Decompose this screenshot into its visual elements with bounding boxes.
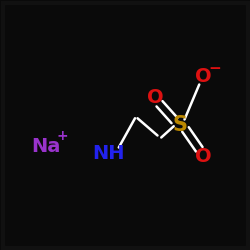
Text: O: O xyxy=(196,147,212,166)
Text: +: + xyxy=(57,129,68,143)
Text: NH: NH xyxy=(92,144,125,163)
Text: O: O xyxy=(147,88,163,107)
Text: Na: Na xyxy=(32,137,61,156)
Text: S: S xyxy=(172,115,188,135)
Text: −: − xyxy=(208,61,222,76)
Text: O: O xyxy=(196,68,212,86)
